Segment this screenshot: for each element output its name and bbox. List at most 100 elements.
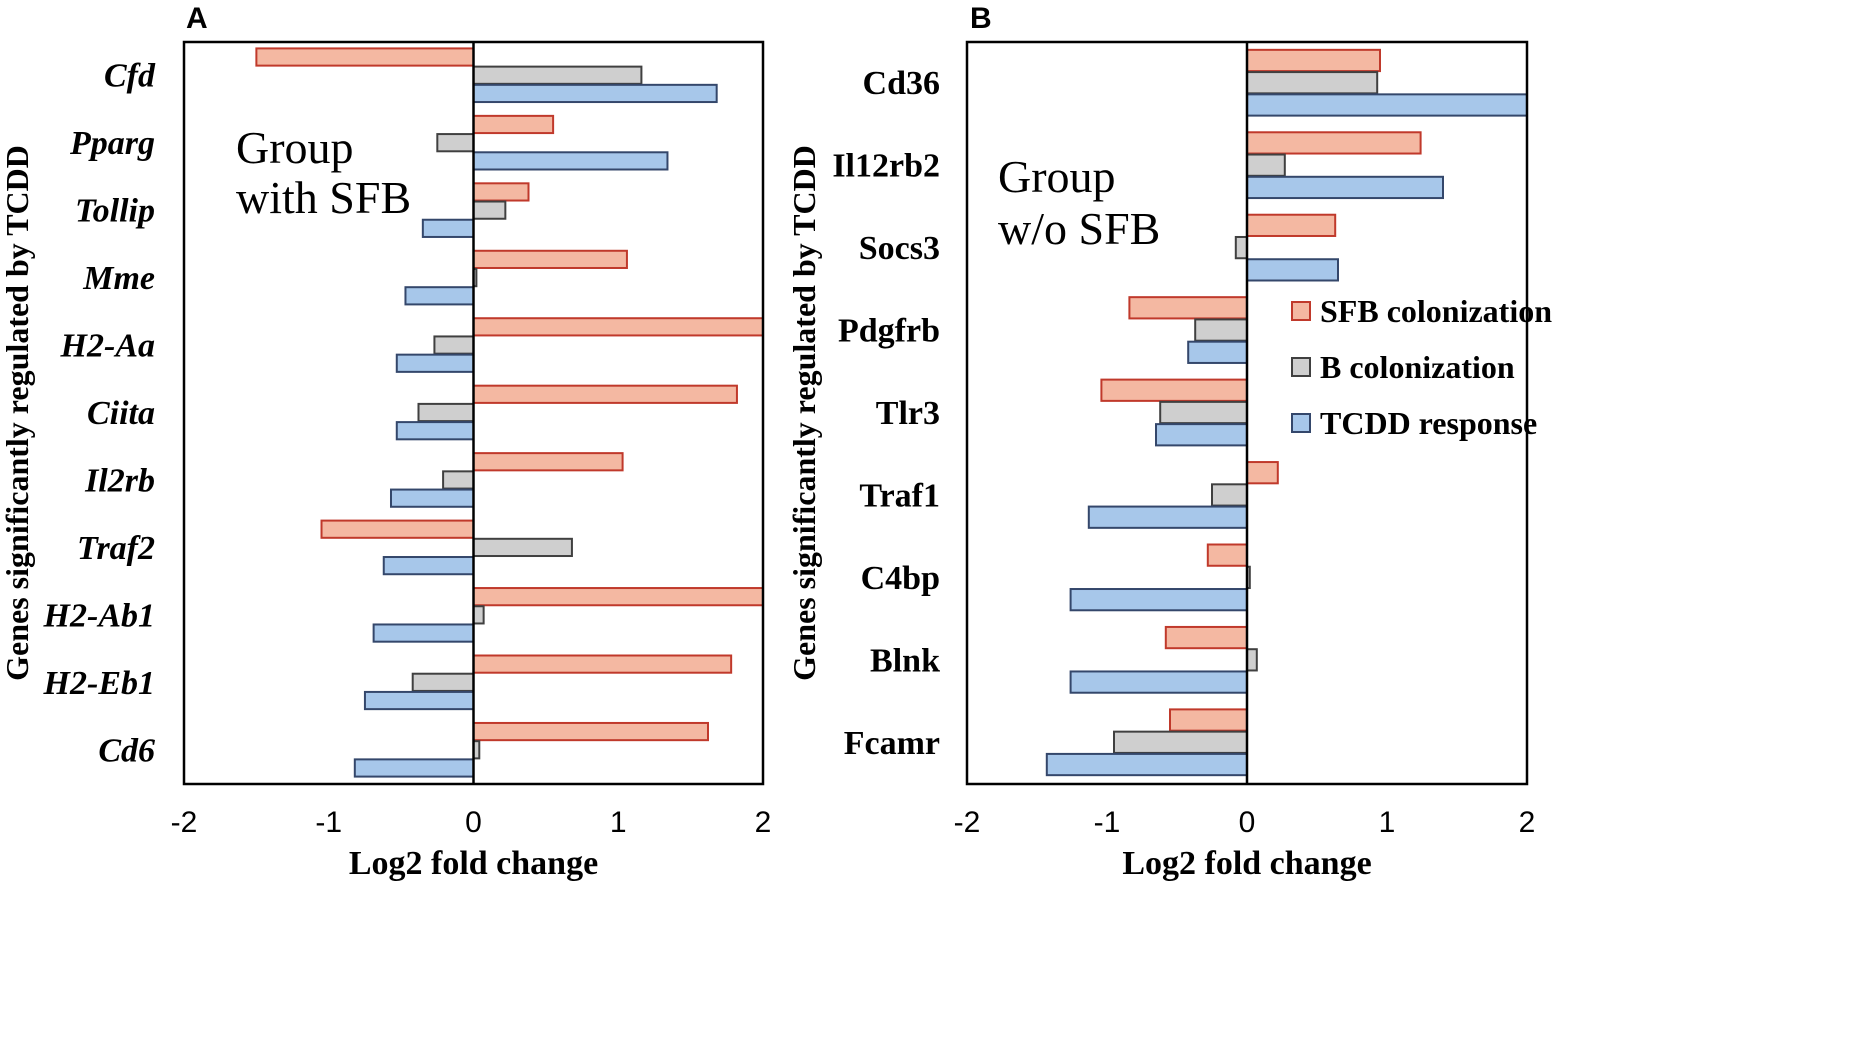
- panel-label: A: [186, 2, 208, 35]
- category-label-cd6: Cd6: [98, 732, 155, 769]
- bar-cfd-tcdd-response: [472, 83, 718, 104]
- category-label-cfd: Cfd: [104, 58, 156, 95]
- bar-cfd-sfb-colonization: [255, 47, 475, 67]
- bar-traf2-sfb-colonization: [320, 519, 475, 539]
- group-annotation-line: with SFB: [236, 172, 411, 223]
- bar-tollip-b-colonization: [472, 200, 507, 220]
- bar-h2-aa-sfb-colonization: [472, 317, 764, 337]
- category-label-il12rb2: Il12rb2: [832, 148, 940, 185]
- bar-tlr3-sfb-colonization: [1100, 378, 1249, 402]
- bar-ciita-b-colonization: [417, 402, 475, 423]
- bar-il12rb2-tcdd-response: [1246, 175, 1444, 200]
- category-label-mme: Mme: [82, 260, 155, 297]
- bar-pparg-b-colonization: [436, 133, 475, 153]
- bar-socs3-tcdd-response: [1246, 258, 1339, 282]
- group-annotation-line: Group: [998, 151, 1116, 202]
- bar-h2-eb1-tcdd-response: [363, 690, 475, 711]
- bar-traf2-b-colonization: [472, 537, 573, 558]
- panel-label: B: [970, 2, 992, 35]
- legend-label-tcdd-response: TCDD response: [1320, 405, 1537, 441]
- bar-traf2-tcdd-response: [382, 556, 475, 576]
- x-tick-label: -1: [1094, 806, 1121, 839]
- category-label-pdgfrb: Pdgfrb: [838, 313, 940, 350]
- category-label-ciita: Ciita: [87, 395, 155, 432]
- bar-cd6-sfb-colonization: [472, 721, 709, 742]
- bar-cd6-tcdd-response: [353, 758, 475, 778]
- category-label-tlr3: Tlr3: [876, 395, 940, 432]
- bar-tollip-sfb-colonization: [472, 182, 530, 202]
- group-annotation-line: w/o SFB: [998, 203, 1160, 254]
- bar-il12rb2-b-colonization: [1246, 153, 1286, 177]
- category-label-traf1: Traf1: [859, 477, 940, 514]
- bar-cd36-sfb-colonization: [1246, 48, 1381, 73]
- category-label-c4bp: C4bp: [861, 560, 940, 597]
- bar-fcamr-b-colonization: [1113, 730, 1248, 754]
- bar-mme-sfb-colonization: [472, 249, 628, 269]
- x-tick-label: 0: [1239, 806, 1256, 839]
- legend-swatch-sfb-colonization: [1291, 301, 1311, 321]
- category-label-socs3: Socs3: [859, 230, 940, 267]
- bar-h2-ab1-b-colonization: [472, 605, 485, 625]
- bar-socs3-b-colonization: [1234, 235, 1249, 260]
- x-tick-label: 0: [465, 806, 482, 839]
- legend-label-b-colonization: B colonization: [1320, 349, 1515, 385]
- bar-mme-tcdd-response: [404, 286, 475, 306]
- x-axis-label: Log2 fold change: [349, 845, 598, 882]
- bar-il2rb-tcdd-response: [389, 488, 475, 508]
- bar-traf1-sfb-colonization: [1246, 461, 1279, 485]
- chart-panel-b: B Cd36 Il12rb2 Socs3 Pdgfrb Tlr3 Traf1 C4bp Blnk…: [786, 2, 1552, 882]
- bar-traf1-b-colonization: [1211, 483, 1248, 507]
- legend: SFB colonization B colonization TCDD respo…: [1291, 293, 1552, 441]
- y-axis-label: Genes significantly regulated by TCDD: [0, 145, 35, 681]
- bar-il2rb-sfb-colonization: [472, 452, 624, 472]
- x-tick-label: 2: [755, 806, 772, 839]
- bar-h2-aa-b-colonization: [433, 335, 475, 355]
- bar-pparg-tcdd-response: [472, 151, 669, 171]
- category-label-blnk: Blnk: [870, 642, 940, 679]
- bar-blnk-sfb-colonization: [1164, 625, 1249, 650]
- bar-pdgfrb-b-colonization: [1194, 318, 1248, 342]
- bar-h2-eb1-b-colonization: [411, 672, 475, 692]
- bar-tlr3-tcdd-response: [1155, 423, 1248, 447]
- bar-ciita-sfb-colonization: [472, 384, 738, 404]
- category-label-h2-eb1: H2-Eb1: [43, 665, 155, 702]
- bar-blnk-b-colonization: [1246, 648, 1258, 672]
- bar-pdgfrb-tcdd-response: [1187, 340, 1248, 364]
- bar-h2-ab1-tcdd-response: [372, 623, 475, 643]
- bar-ciita-tcdd-response: [395, 421, 475, 441]
- x-tick-label: 2: [1519, 806, 1536, 839]
- category-label-h2-ab1: H2-Ab1: [43, 597, 155, 634]
- category-label-pparg: Pparg: [69, 125, 155, 162]
- bar-c4bp-tcdd-response: [1069, 588, 1248, 612]
- bar-blnk-tcdd-response: [1069, 670, 1248, 694]
- bar-h2-ab1-sfb-colonization: [472, 587, 764, 607]
- legend-swatch-tcdd-response: [1291, 413, 1311, 433]
- bar-pparg-sfb-colonization: [472, 114, 555, 135]
- bar-pdgfrb-sfb-colonization: [1128, 296, 1249, 320]
- legend-swatch-b-colonization: [1291, 357, 1311, 377]
- chart-panel-a: A Cfd Pparg Tollip Mme H2-Aa Ciita Il2rb Traf2 H2…: [0, 2, 771, 882]
- category-label-il2rb: Il2rb: [84, 462, 155, 499]
- bar-cd36-b-colonization: [1246, 71, 1379, 95]
- bar-traf1-tcdd-response: [1087, 505, 1249, 529]
- x-tick-label: -2: [954, 806, 981, 839]
- bar-fcamr-sfb-colonization: [1169, 708, 1248, 732]
- x-tick-label: -1: [315, 806, 342, 839]
- bar-cd36-tcdd-response: [1246, 93, 1528, 117]
- category-label-h2-aa: H2-Aa: [60, 328, 155, 365]
- legend-label-sfb-colonization: SFB colonization: [1320, 293, 1552, 329]
- bar-h2-aa-tcdd-response: [395, 353, 475, 373]
- x-tick-label: 1: [610, 806, 627, 839]
- category-label-tollip: Tollip: [75, 193, 155, 230]
- x-tick-label: -2: [171, 806, 198, 839]
- bar-socs3-sfb-colonization: [1246, 213, 1337, 237]
- bar-cfd-b-colonization: [472, 65, 643, 85]
- group-annotation-line: Group: [236, 122, 354, 173]
- x-axis-label: Log2 fold change: [1122, 845, 1371, 882]
- bar-tlr3-b-colonization: [1159, 400, 1248, 425]
- bar-il2rb-b-colonization: [442, 470, 475, 490]
- category-label-cd36: Cd36: [863, 65, 940, 102]
- bar-il12rb2-sfb-colonization: [1246, 131, 1422, 155]
- bar-fcamr-tcdd-response: [1045, 752, 1249, 777]
